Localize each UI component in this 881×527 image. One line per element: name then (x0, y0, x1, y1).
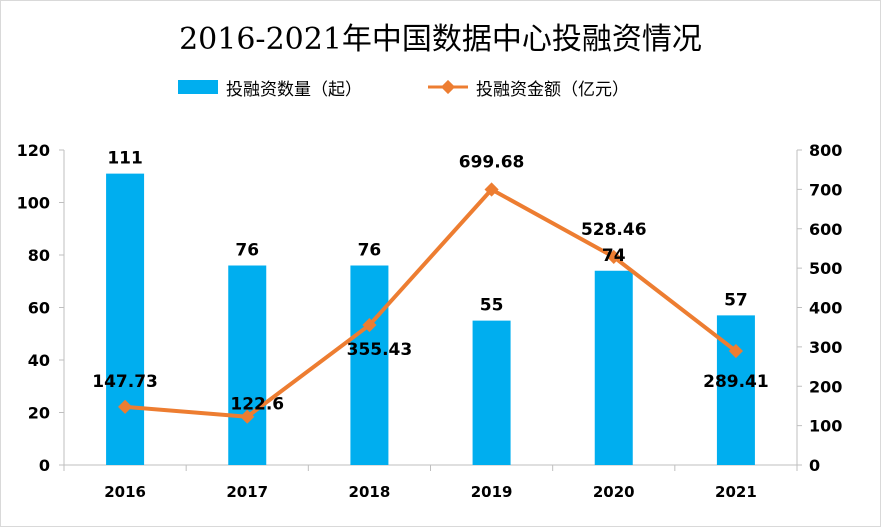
amount-point-label: 122.6 (230, 395, 284, 415)
y-right-tick-label: 300 (809, 338, 842, 357)
y-right-tick-label: 400 (809, 299, 842, 318)
bar-count-2019 (472, 320, 511, 465)
y-right-tick-label: 700 (809, 180, 842, 199)
amount-point-2017 (240, 409, 255, 424)
amount-point-label: 355.43 (347, 340, 413, 360)
y-left-tick-label: 60 (28, 299, 50, 318)
legend: 投融资数量（起） 投融资金额（亿元） (0, 72, 881, 102)
legend-bar-swatch (178, 80, 218, 94)
axes: 0 20 40 60 80 100 120 0 100 200 300 400 500 600 700 800… (17, 141, 843, 501)
y-right-tick-label: 0 (809, 456, 820, 475)
bar-count-label: 111 (107, 149, 143, 169)
amount-line (118, 182, 743, 424)
amount-point-2020 (606, 249, 621, 264)
amount-point-2018 (362, 317, 377, 333)
amount-point-2021 (728, 343, 743, 359)
x-tick-label: 2016 (104, 483, 146, 501)
amount-point-2016 (118, 399, 133, 414)
amount-point-label: 528.46 (581, 220, 647, 240)
legend-item-count: 投融资数量（起） (178, 72, 362, 102)
bar-count-2018 (350, 265, 389, 465)
legend-amount-label: 投融资金额（亿元） (476, 79, 629, 100)
bar-count-label: 57 (724, 290, 748, 310)
legend-item-amount: 投融资金额（亿元） (428, 72, 629, 102)
bar-count-label: 74 (602, 246, 626, 266)
bar-count-2020 (594, 270, 633, 465)
legend-line-swatch (428, 80, 468, 94)
amount-point-label: 699.68 (459, 153, 525, 173)
data-labels: 111 76 76 55 74 57 147.73 122.6 355.43 699.68 528.… (92, 149, 768, 415)
bar-count-label: 55 (480, 296, 504, 316)
bars (106, 173, 755, 465)
x-tick-label: 2020 (593, 483, 635, 501)
amount-point-label: 147.73 (92, 372, 158, 392)
y-right-tick-label: 800 (809, 141, 842, 160)
bar-count-2016 (106, 173, 145, 465)
y-right-tick-label: 500 (809, 259, 842, 278)
y-right-tick-label: 100 (809, 417, 842, 436)
x-tick-label: 2017 (226, 483, 268, 501)
x-tick-label: 2018 (349, 483, 391, 501)
x-tick-label: 2019 (471, 483, 513, 501)
y-left-tick-label: 80 (28, 246, 50, 265)
y-right-tick-label: 600 (809, 220, 842, 239)
legend-count-label: 投融资数量（起） (226, 79, 362, 100)
bar-count-label: 76 (235, 241, 259, 261)
y-right-tick-label: 200 (809, 377, 842, 396)
y-left-tick-label: 20 (28, 404, 50, 423)
y-left-tick-label: 40 (28, 351, 50, 370)
chart-title: 2016-2021年中国数据中心投融资情况 (179, 22, 702, 57)
y-left-tick-label: 0 (39, 456, 50, 475)
bar-count-2017 (228, 265, 267, 465)
y-left-tick-label: 100 (17, 194, 50, 213)
amount-point-2019 (484, 182, 499, 197)
amount-series-line (124, 187, 738, 419)
y-left-tick-label: 120 (17, 141, 50, 160)
amount-point-label: 289.41 (703, 372, 769, 392)
bar-count-label: 76 (358, 241, 382, 261)
x-tick-label: 2021 (715, 483, 757, 501)
